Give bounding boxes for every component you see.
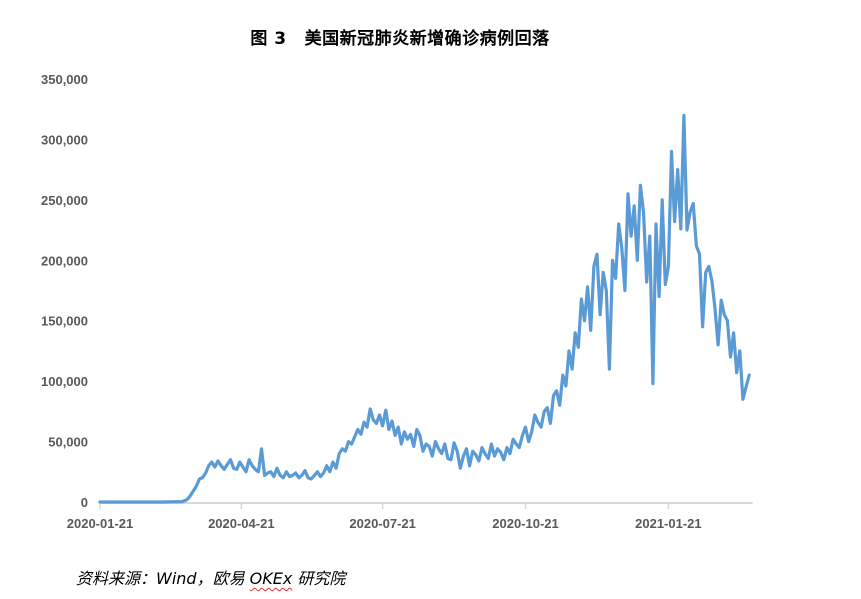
source-note: 资料来源：Wind，欧易 OKEx 研究院 (76, 565, 345, 589)
x-axis: 2020-01-21 2020-04-21 2020-07-21 2020-10-21… (67, 502, 753, 531)
x-tick-label: 2020-07-21 (349, 516, 416, 531)
cases-line-series (98, 113, 751, 504)
x-tick-label: 2020-04-21 (208, 516, 275, 531)
y-tick-label: 0 (81, 495, 88, 510)
y-axis: 0 50,000 100,000 150,000 200,000 250,000 300,0… (41, 72, 88, 510)
title-text: 美国新冠肺炎新增确诊病例回落 (304, 29, 550, 49)
source-okex: OKEx (249, 569, 293, 588)
y-tick-label: 50,000 (48, 435, 88, 450)
x-tick-label: 2020-10-21 (492, 516, 559, 531)
y-tick-label: 150,000 (41, 314, 88, 329)
chart-title: 图 3 美国新冠肺炎新增确诊病例回落 (0, 24, 800, 49)
x-tick-label: 2021-01-21 (635, 516, 702, 531)
y-tick-label: 350,000 (41, 72, 88, 87)
source-suffix: 研究院 (292, 569, 346, 588)
y-tick-label: 300,000 (41, 132, 88, 147)
source-prefix: 资料来源：Wind，欧易 (76, 569, 250, 588)
figure-label: 图 3 (250, 29, 287, 49)
x-tick-label: 2020-01-21 (67, 516, 134, 531)
y-tick-label: 200,000 (41, 253, 88, 268)
y-tick-label: 250,000 (41, 193, 88, 208)
y-tick-label: 100,000 (41, 374, 88, 389)
